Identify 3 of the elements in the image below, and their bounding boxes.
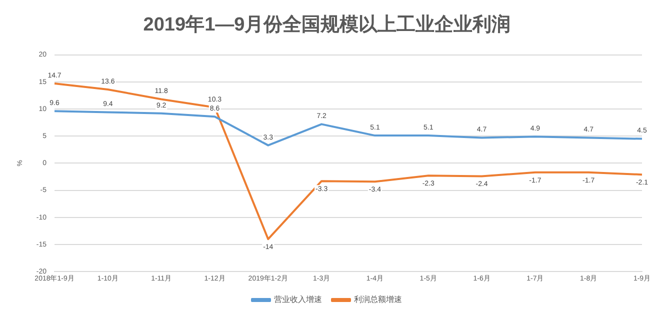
legend-label: 营业收入增速 xyxy=(274,295,322,304)
legend-label: 利润总额增速 xyxy=(354,295,402,304)
chart-title: 2019年1—9月份全国规模以上工业企业利润 xyxy=(143,14,511,36)
